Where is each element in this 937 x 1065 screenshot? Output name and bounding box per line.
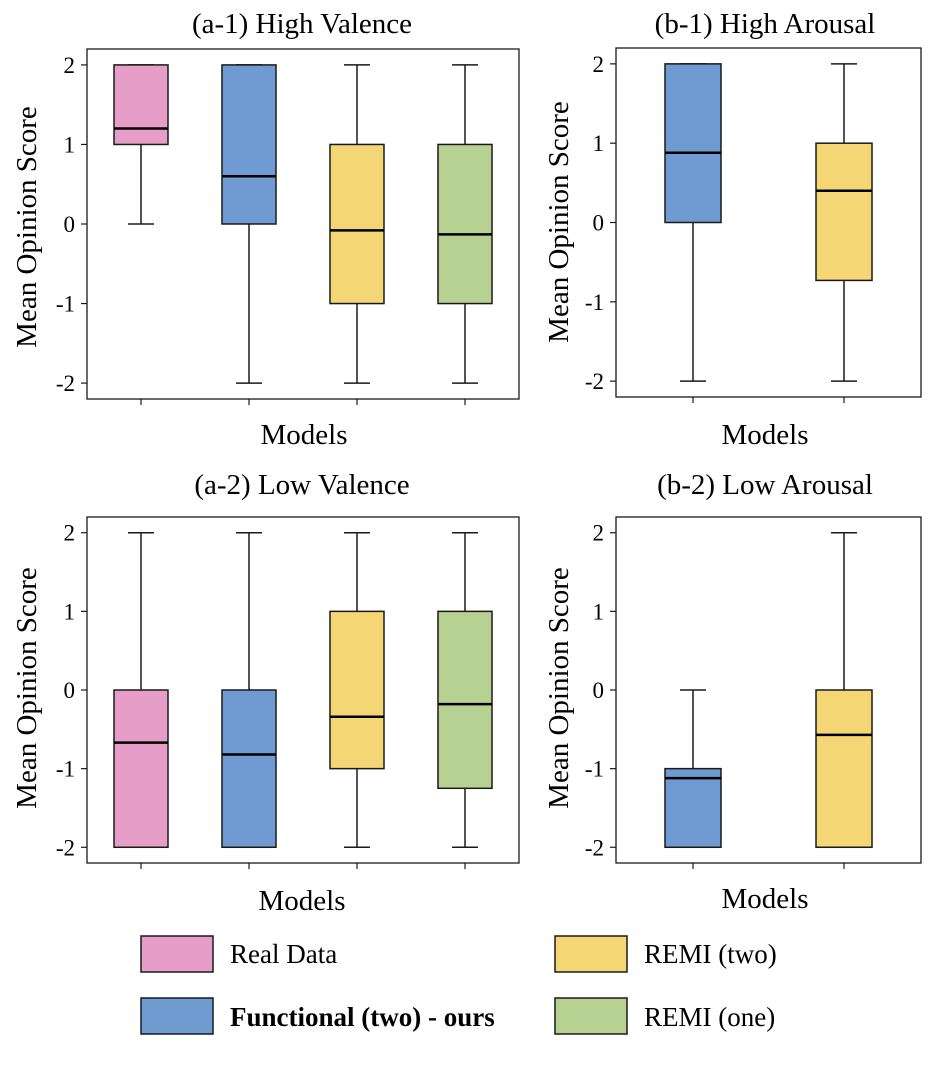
- iqr-box: [437, 610, 493, 790]
- plot-frame: [86, 48, 520, 400]
- legend-item: REMI (one): [554, 997, 775, 1035]
- y-tick-label: 0: [593, 678, 605, 703]
- legend-label: Real Data: [230, 939, 337, 969]
- panel-2: (b-1) High Arousal 2 1 0 -1 -2 Models Mean Opin…: [543, 8, 922, 451]
- panel-title: (b-1) High Arousal: [655, 8, 876, 40]
- iqr-box: [113, 689, 169, 849]
- y-tick-label: 0: [593, 211, 605, 236]
- iqr-box: [815, 689, 873, 849]
- y-axis-label: Mean Opinion Score: [543, 567, 575, 809]
- iqr-box: [664, 63, 722, 224]
- plot-frame: [615, 516, 922, 864]
- y-tick-label: 0: [64, 212, 76, 237]
- panel-1: (a-1) High Valence 2 1 0 -1 -2 Models Mean Opin…: [11, 8, 520, 451]
- iqr-box: [815, 142, 873, 282]
- y-tick-label: 2: [64, 53, 76, 78]
- box-real_data: [113, 64, 169, 225]
- iqr-box: [113, 64, 169, 146]
- legend-item: REMI (two): [554, 935, 777, 973]
- y-tick-label: -1: [56, 292, 75, 317]
- legend-swatch: [140, 935, 214, 973]
- y-tick-label: 0: [64, 678, 76, 703]
- box-remi_one: [437, 531, 493, 849]
- box-remi_two: [815, 531, 873, 849]
- y-axis-label: Mean Opinion Score: [11, 567, 43, 809]
- plot-frame: [615, 47, 922, 398]
- y-tick-label: 2: [64, 521, 76, 546]
- y-tick-label: -2: [585, 369, 604, 394]
- iqr-box: [437, 143, 493, 305]
- legend-swatch: [140, 997, 214, 1035]
- box-remi_two: [329, 531, 385, 849]
- panel-title: (b-2) Low Arousal: [657, 469, 873, 501]
- legend-item: Real Data: [140, 935, 337, 973]
- legend-swatch: [554, 935, 628, 973]
- box-functional_two: [664, 63, 722, 382]
- panel-title: (a-2) Low Valence: [194, 469, 409, 501]
- box-functional_two: [221, 531, 277, 849]
- box-remi_two: [815, 63, 873, 382]
- legend-label: REMI (two): [644, 939, 777, 969]
- x-axis-label: Models: [261, 419, 348, 451]
- y-tick-label: 2: [593, 52, 605, 77]
- legend-label: REMI (one): [644, 1002, 775, 1032]
- legend-item: Functional (two) - ours: [140, 997, 495, 1035]
- box-remi_two: [329, 64, 385, 384]
- box-functional_two: [664, 689, 722, 849]
- y-tick-label: -1: [585, 757, 604, 782]
- iqr-box: [329, 610, 385, 770]
- x-axis-label: Models: [722, 883, 809, 915]
- legend-swatch: [554, 997, 628, 1035]
- y-tick-label: -1: [585, 290, 604, 315]
- y-tick-label: 1: [64, 599, 76, 624]
- y-tick-label: 2: [593, 521, 605, 546]
- legend-label: Functional (two) - ours: [230, 1002, 495, 1032]
- y-tick-label: 1: [593, 599, 605, 624]
- y-tick-label: -2: [56, 835, 75, 860]
- x-axis-label: Models: [722, 419, 809, 451]
- plot-frame: [86, 516, 520, 864]
- y-tick-label: 1: [593, 131, 605, 156]
- panel-4: (b-2) Low Arousal 2 1 0 -1 -2 Models Mean Opini…: [543, 469, 922, 915]
- panel-3: (a-2) Low Valence 2 1 0 -1 -2 Models Mean Opini…: [11, 469, 520, 917]
- box-real_data: [113, 531, 169, 849]
- x-axis-label: Models: [259, 885, 346, 917]
- iqr-box: [664, 767, 722, 849]
- panel-title: (a-1) High Valence: [192, 8, 412, 40]
- legend: Real Data REMI (two) Functional (two) - ou…: [140, 935, 777, 1035]
- y-axis-label: Mean Opinion Score: [11, 106, 43, 348]
- iqr-box: [329, 143, 385, 305]
- iqr-box: [221, 64, 277, 225]
- y-tick-label: -2: [56, 371, 75, 396]
- y-tick-label: -2: [585, 835, 604, 860]
- y-tick-label: 1: [64, 132, 76, 157]
- y-axis-label: Mean Opinion Score: [543, 101, 575, 343]
- box-functional_two: [221, 64, 277, 384]
- box-remi_one: [437, 64, 493, 384]
- iqr-box: [221, 689, 277, 849]
- y-tick-label: -1: [56, 757, 75, 782]
